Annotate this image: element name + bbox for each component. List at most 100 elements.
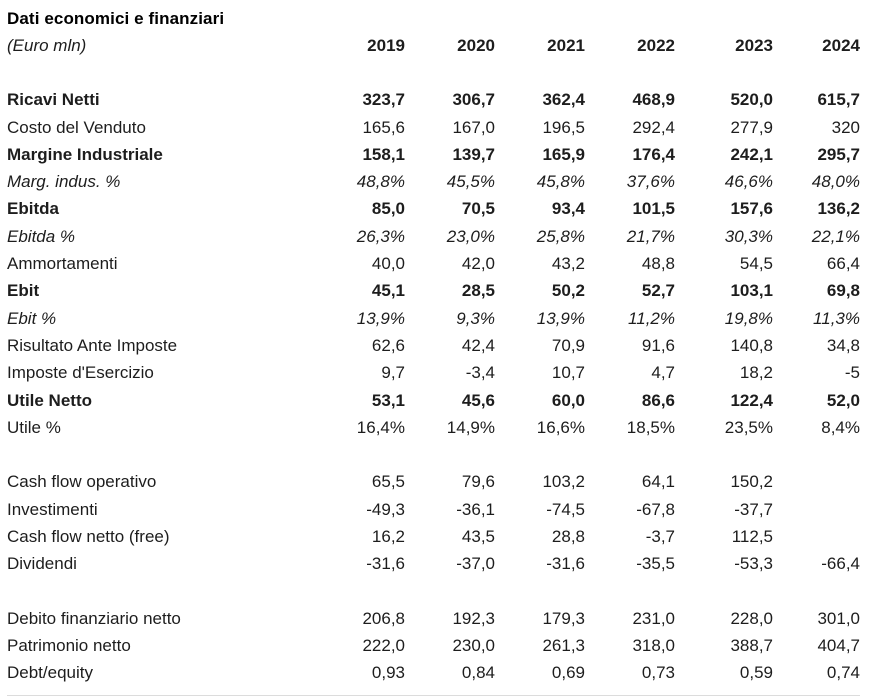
row-label: Imposte d'Esercizio bbox=[7, 363, 154, 383]
table-cell: 150,2 bbox=[730, 472, 773, 492]
table-cell: -5 bbox=[844, 363, 860, 383]
row-label: Marg. indus. % bbox=[7, 172, 121, 192]
table-row: Imposte d'Esercizio 9,7 -3,4 10,7 4,7 18,2 -5 bbox=[7, 360, 860, 387]
table-cell: 0,84 bbox=[461, 663, 495, 683]
table-cell: 43,2 bbox=[551, 254, 585, 274]
year-header-2023: 2023 bbox=[735, 35, 773, 55]
table-cell: 192,3 bbox=[452, 608, 495, 628]
table-cell: 196,5 bbox=[542, 117, 585, 137]
table-row: Marg. indus. % 48,8% 45,5% 45,8% 37,6% 46,6% 4… bbox=[7, 168, 860, 195]
table-cell: 62,6 bbox=[371, 335, 405, 355]
table-cell: 45,6 bbox=[461, 390, 495, 410]
table-cell: -37,7 bbox=[734, 499, 773, 519]
table-cell: 165,6 bbox=[362, 117, 405, 137]
row-label: Dividendi bbox=[7, 554, 77, 574]
table-cell: 53,1 bbox=[371, 390, 405, 410]
table-cell: 23,5% bbox=[724, 417, 773, 437]
table-cell: 179,3 bbox=[542, 608, 585, 628]
table-row: Ebit % 13,9% 9,3% 13,9% 11,2% 19,8% 11,3% bbox=[7, 305, 860, 332]
table-cell: 65,5 bbox=[371, 472, 405, 492]
table-cell: 306,7 bbox=[452, 90, 495, 110]
table-cell: 320 bbox=[831, 117, 860, 137]
table-cell: 4,7 bbox=[651, 363, 675, 383]
table-cell: -31,6 bbox=[366, 554, 405, 574]
table-cell: -35,5 bbox=[636, 554, 675, 574]
table-header-row: (Euro mln) 2019 2020 2021 2022 2023 2024 bbox=[7, 32, 860, 59]
table-row: Utile % 16,4% 14,9% 16,6% 18,5% 23,5% 8,4% bbox=[7, 414, 860, 441]
row-label: Costo del Venduto bbox=[7, 117, 146, 137]
table-cell: 16,6% bbox=[536, 417, 585, 437]
table-cell: 101,5 bbox=[632, 199, 675, 219]
row-label: Patrimonio netto bbox=[7, 636, 131, 656]
table-cell: 9,7 bbox=[381, 363, 405, 383]
table-cell: 48,8% bbox=[356, 172, 405, 192]
year-header-2022: 2022 bbox=[637, 35, 675, 55]
table-cell: 228,0 bbox=[730, 608, 773, 628]
table-row: Investimenti -49,3 -36,1 -74,5 -67,8 -37,7 bbox=[7, 496, 860, 523]
table-cell: 222,0 bbox=[362, 636, 405, 656]
table-cell: 292,4 bbox=[632, 117, 675, 137]
table-cell: 52,7 bbox=[641, 281, 675, 301]
table-cell: 43,5 bbox=[461, 526, 495, 546]
table-cell: 25,8% bbox=[536, 226, 585, 246]
table-cell: 157,6 bbox=[730, 199, 773, 219]
table-cell: 167,0 bbox=[452, 117, 495, 137]
table-cell: 318,0 bbox=[632, 636, 675, 656]
table-cell: 615,7 bbox=[817, 90, 860, 110]
table-cell: 48,0% bbox=[811, 172, 860, 192]
table-row: Costo del Venduto 165,6 167,0 196,5 292,4 277… bbox=[7, 114, 860, 141]
table-cell: 231,0 bbox=[632, 608, 675, 628]
table-cell: 323,7 bbox=[362, 90, 405, 110]
table-cell: 28,5 bbox=[461, 281, 495, 301]
table-row: Patrimonio netto 222,0 230,0 261,3 318,0 388,… bbox=[7, 633, 860, 660]
row-label: Debito finanziario netto bbox=[7, 608, 181, 628]
table-row: Debito finanziario netto 206,8 192,3 179,3 2… bbox=[7, 605, 860, 632]
table-cell: -53,3 bbox=[734, 554, 773, 574]
row-label: Ebit bbox=[7, 281, 40, 301]
header-gap bbox=[7, 59, 860, 86]
year-header-2021: 2021 bbox=[547, 35, 585, 55]
table-row: Ebitda % 26,3% 23,0% 25,8% 21,7% 30,3% 22,1% bbox=[7, 223, 860, 250]
table-cell: 520,0 bbox=[730, 90, 773, 110]
table-cell: -3,7 bbox=[645, 526, 675, 546]
table-cell: 69,8 bbox=[826, 281, 860, 301]
table-cell: -31,6 bbox=[546, 554, 585, 574]
row-label: Ammortamenti bbox=[7, 254, 118, 274]
table-cell: 60,0 bbox=[551, 390, 585, 410]
table-cell: 18,2 bbox=[739, 363, 773, 383]
bottom-rule bbox=[7, 695, 860, 697]
table-cell: 468,9 bbox=[632, 90, 675, 110]
table-cell: 40,0 bbox=[371, 254, 405, 274]
table-cell: 18,5% bbox=[626, 417, 675, 437]
table-cell: 45,1 bbox=[371, 281, 405, 301]
table-cell: 0,73 bbox=[641, 663, 675, 683]
table-cell: 176,4 bbox=[632, 144, 675, 164]
table-cell: 277,9 bbox=[730, 117, 773, 137]
table-cell: -74,5 bbox=[546, 499, 585, 519]
table-cell: 52,0 bbox=[826, 390, 860, 410]
table-cell: -66,4 bbox=[821, 554, 860, 574]
table-cell: 9,3% bbox=[456, 308, 495, 328]
table-cell: 48,8 bbox=[641, 254, 675, 274]
table-cell: 79,6 bbox=[461, 472, 495, 492]
table-cell: 93,4 bbox=[551, 199, 585, 219]
table-cell: 23,0% bbox=[446, 226, 495, 246]
table-cell: 16,2 bbox=[371, 526, 405, 546]
table-cell: 64,1 bbox=[641, 472, 675, 492]
table-cell: -37,0 bbox=[456, 554, 495, 574]
row-label: Ebitda bbox=[7, 199, 59, 219]
table-cell: 19,8% bbox=[724, 308, 773, 328]
row-label: Cash flow netto (free) bbox=[7, 526, 170, 546]
table-cell: 230,0 bbox=[452, 636, 495, 656]
table-body: Ricavi Netti 323,7 306,7 362,4 468,9 520,0 615… bbox=[7, 87, 860, 688]
table-cell: 242,1 bbox=[730, 144, 773, 164]
table-cell: 50,2 bbox=[551, 281, 585, 301]
row-label: Ebitda % bbox=[7, 226, 76, 246]
table-cell: 85,0 bbox=[371, 199, 405, 219]
table-cell: 45,5% bbox=[446, 172, 495, 192]
table-row: Utile Netto 53,1 45,6 60,0 86,6 122,4 52,0 bbox=[7, 387, 860, 414]
table-cell: 37,6% bbox=[626, 172, 675, 192]
table-cell: 158,1 bbox=[362, 144, 405, 164]
table-cell: 70,5 bbox=[461, 199, 495, 219]
